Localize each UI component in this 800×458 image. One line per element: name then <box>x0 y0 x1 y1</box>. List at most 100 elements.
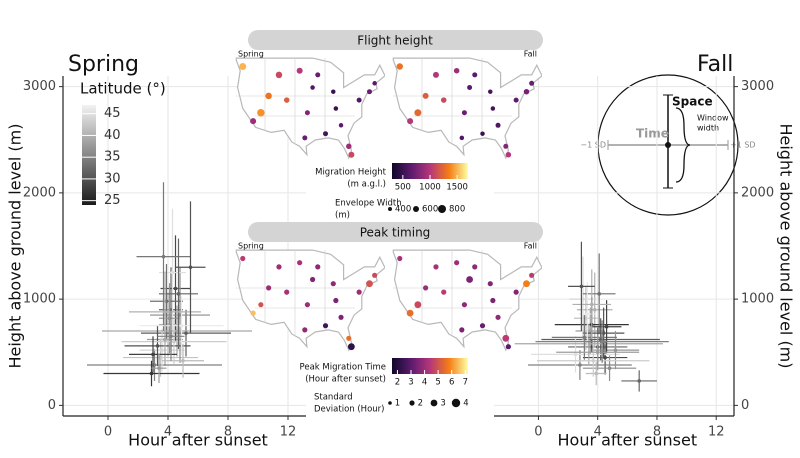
map-point <box>459 135 465 141</box>
point <box>578 363 582 367</box>
map-point <box>396 63 404 70</box>
map-point <box>250 118 257 125</box>
point <box>188 265 193 270</box>
map-point <box>529 80 535 86</box>
legend-title: (Hour after sunset) <box>305 375 386 385</box>
map-point <box>333 106 339 111</box>
map-point <box>513 289 519 295</box>
point <box>637 379 641 383</box>
map-point <box>297 260 303 266</box>
y-tick-label: 0 <box>48 398 56 413</box>
size-legend-dot <box>409 400 415 406</box>
point <box>595 350 600 355</box>
point <box>181 358 185 363</box>
size-legend-label: 3 <box>440 399 445 409</box>
map-point <box>422 92 429 99</box>
map-point <box>346 143 352 150</box>
point <box>163 310 167 314</box>
y-tick-label: 2000 <box>23 185 56 200</box>
legend-title: Peak Migration Time <box>300 363 386 373</box>
x-tick-label: 0 <box>534 425 542 440</box>
map-point <box>302 135 308 141</box>
point <box>607 366 612 370</box>
legend-label: 5 <box>435 378 440 388</box>
map-point <box>513 97 519 103</box>
map-point <box>356 97 362 103</box>
point <box>604 324 609 329</box>
y-axis-label: Height above ground level (m) <box>777 123 796 368</box>
map-point <box>257 108 265 117</box>
legend-label: 35 <box>104 150 121 165</box>
point <box>170 270 175 275</box>
map-point <box>240 255 246 262</box>
map-point <box>490 297 496 304</box>
map-point <box>323 131 329 137</box>
map-point <box>441 289 447 295</box>
us-map <box>235 249 385 351</box>
legend-label: 40 <box>104 128 121 143</box>
legend-label: 1000 <box>419 183 441 193</box>
map-point <box>315 264 321 270</box>
y-tick-label: 3000 <box>23 79 56 94</box>
size-legend-dot <box>388 401 392 405</box>
point <box>613 348 618 352</box>
map-point <box>346 335 352 341</box>
x-tick-label: 12 <box>280 425 297 440</box>
size-legend-label: 4 <box>463 399 468 409</box>
map-point <box>406 309 414 317</box>
size-legend-title: (m) <box>335 211 350 221</box>
point <box>149 371 154 376</box>
legend-label: 4 <box>422 378 427 388</box>
map-point <box>366 89 372 95</box>
map-point <box>309 276 316 283</box>
legend-label: 30 <box>104 171 121 186</box>
point <box>179 323 184 328</box>
map-point <box>397 255 403 262</box>
y-tick-label: 1000 <box>741 292 774 307</box>
x-tick-label: 8 <box>653 425 661 440</box>
y-tick-label: 2000 <box>741 185 774 200</box>
map-point <box>529 272 535 278</box>
point <box>169 334 173 339</box>
map-label: Fall <box>524 242 537 251</box>
inset-diagram: Space Window width Time −1 SD +1 SD <box>580 74 756 216</box>
legend-title: Migration Height <box>315 168 387 178</box>
map-point <box>265 92 272 100</box>
section-header <box>248 30 543 50</box>
map-point <box>495 314 501 320</box>
map-point <box>348 151 355 158</box>
us-map <box>392 57 542 159</box>
point <box>589 302 594 307</box>
map-point <box>338 123 344 128</box>
size-legend-label: 600 <box>422 205 438 215</box>
map-point <box>276 264 282 270</box>
inset-minus: −1 SD <box>580 141 606 150</box>
map-point <box>490 106 496 111</box>
map-point <box>423 285 429 291</box>
size-legend-dot <box>413 206 419 212</box>
point <box>591 358 596 363</box>
map-point <box>487 281 493 287</box>
legend-label: 45 <box>104 106 121 121</box>
map-point <box>414 109 422 117</box>
y-axis-label: Height above ground level (m) <box>6 123 25 368</box>
map-label: Spring <box>238 242 264 251</box>
map-point <box>275 71 283 79</box>
map-point <box>454 260 460 266</box>
map-point <box>505 151 512 158</box>
inset-time: Time <box>636 127 669 141</box>
map-point <box>283 97 290 103</box>
map-point <box>479 323 486 329</box>
map-point <box>472 264 478 270</box>
size-legend-title: Envelope Width <box>335 199 402 209</box>
legend-label: 6 <box>449 378 454 388</box>
map-point <box>356 289 362 295</box>
section-title: Peak timing <box>360 226 431 240</box>
legend-label: 7 <box>463 378 468 388</box>
point <box>594 371 599 376</box>
map-point <box>466 276 473 283</box>
x-axis-label: Hour after sunset <box>128 431 268 450</box>
map-point <box>258 302 264 308</box>
x-tick-label: 4 <box>164 425 172 440</box>
